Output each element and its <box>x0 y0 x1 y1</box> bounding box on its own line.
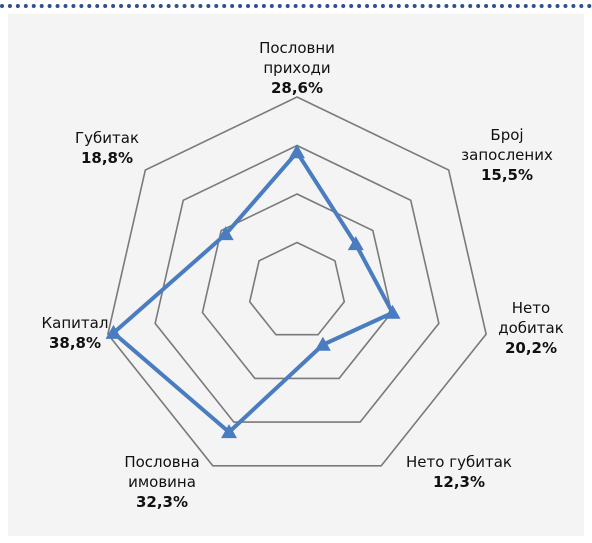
axis-label: Пословни приходи 28,6% <box>242 38 352 98</box>
grid-ring <box>201 193 393 380</box>
marker <box>105 324 122 339</box>
category-label: Нето добитак <box>498 299 564 337</box>
category-label: Број запослених <box>461 126 553 164</box>
value-label: 38,8% <box>48 334 102 352</box>
category-label: Нето губитак <box>406 453 512 471</box>
marker <box>384 304 401 319</box>
marker <box>314 336 331 351</box>
category-label: Пословни приходи <box>259 39 335 77</box>
value-label: 18,8% <box>80 149 134 167</box>
value-label: 15,5% <box>480 166 534 184</box>
marker <box>289 144 305 159</box>
grid-ring <box>106 96 488 467</box>
value-label: 28,6% <box>270 79 324 97</box>
value-label: 32,3% <box>135 493 189 511</box>
top-border <box>0 4 592 8</box>
chart-panel <box>8 14 584 536</box>
axis-label: Нето добитак 20,2% <box>486 298 576 358</box>
category-label: Губитак <box>74 129 139 147</box>
value-label: 12,3% <box>432 473 486 491</box>
marker <box>217 226 234 241</box>
grid-ring <box>154 144 440 423</box>
axis-label: Број запослених 15,5% <box>452 125 562 185</box>
grid-ring <box>248 241 346 336</box>
category-label: Капитал <box>41 314 109 332</box>
value-label: 20,2% <box>504 339 558 357</box>
marker <box>221 424 238 439</box>
marker <box>347 236 364 251</box>
axis-label: Губитак 18,8% <box>57 128 157 168</box>
axis-label: Нето губитак 12,3% <box>389 452 529 492</box>
axis-label: Пословна имовина 32,3% <box>102 452 222 512</box>
series-line <box>111 150 395 435</box>
category-label: Пословна имовина <box>124 453 200 491</box>
axis-label: Капитал 38,8% <box>25 313 125 353</box>
